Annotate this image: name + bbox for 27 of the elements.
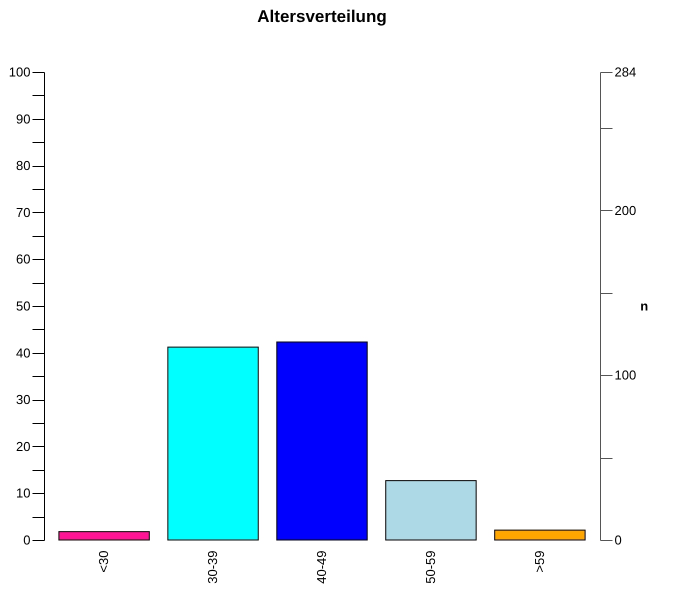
y-tick-label: 90 xyxy=(16,111,30,126)
x-tick-label: 40-49 xyxy=(314,550,329,584)
y-tick-label: 50 xyxy=(16,298,30,314)
bar xyxy=(58,531,150,540)
y2-tick-label: 284 xyxy=(614,64,636,80)
chart-title: Altersverteilung xyxy=(257,7,387,26)
y-tick-label: 20 xyxy=(16,438,30,454)
y-tick-label: 10 xyxy=(16,486,30,501)
x-tick-label: 30-39 xyxy=(205,550,220,584)
x-tick-label: <30 xyxy=(96,550,112,573)
bar xyxy=(385,480,477,540)
bar xyxy=(167,346,259,540)
y-tick-label: 0 xyxy=(23,532,30,548)
y-tick-label: 40 xyxy=(16,345,30,360)
y-tick-label: 70 xyxy=(16,204,30,220)
bar xyxy=(494,530,586,540)
y-tick-label: 60 xyxy=(16,252,30,267)
y2-tick-label: 100 xyxy=(614,368,636,383)
y2-tick-label: 200 xyxy=(614,202,636,218)
y-tick-label: 100 xyxy=(8,64,30,80)
y-tick-label: 80 xyxy=(16,158,30,174)
y2-tick-label: 0 xyxy=(614,532,622,548)
x-tick-label: >59 xyxy=(532,550,547,573)
x-tick-label: 50-59 xyxy=(422,550,438,584)
y2-axis-title: n xyxy=(640,298,648,314)
bar xyxy=(276,342,368,540)
y-tick-label: 30 xyxy=(16,392,30,408)
